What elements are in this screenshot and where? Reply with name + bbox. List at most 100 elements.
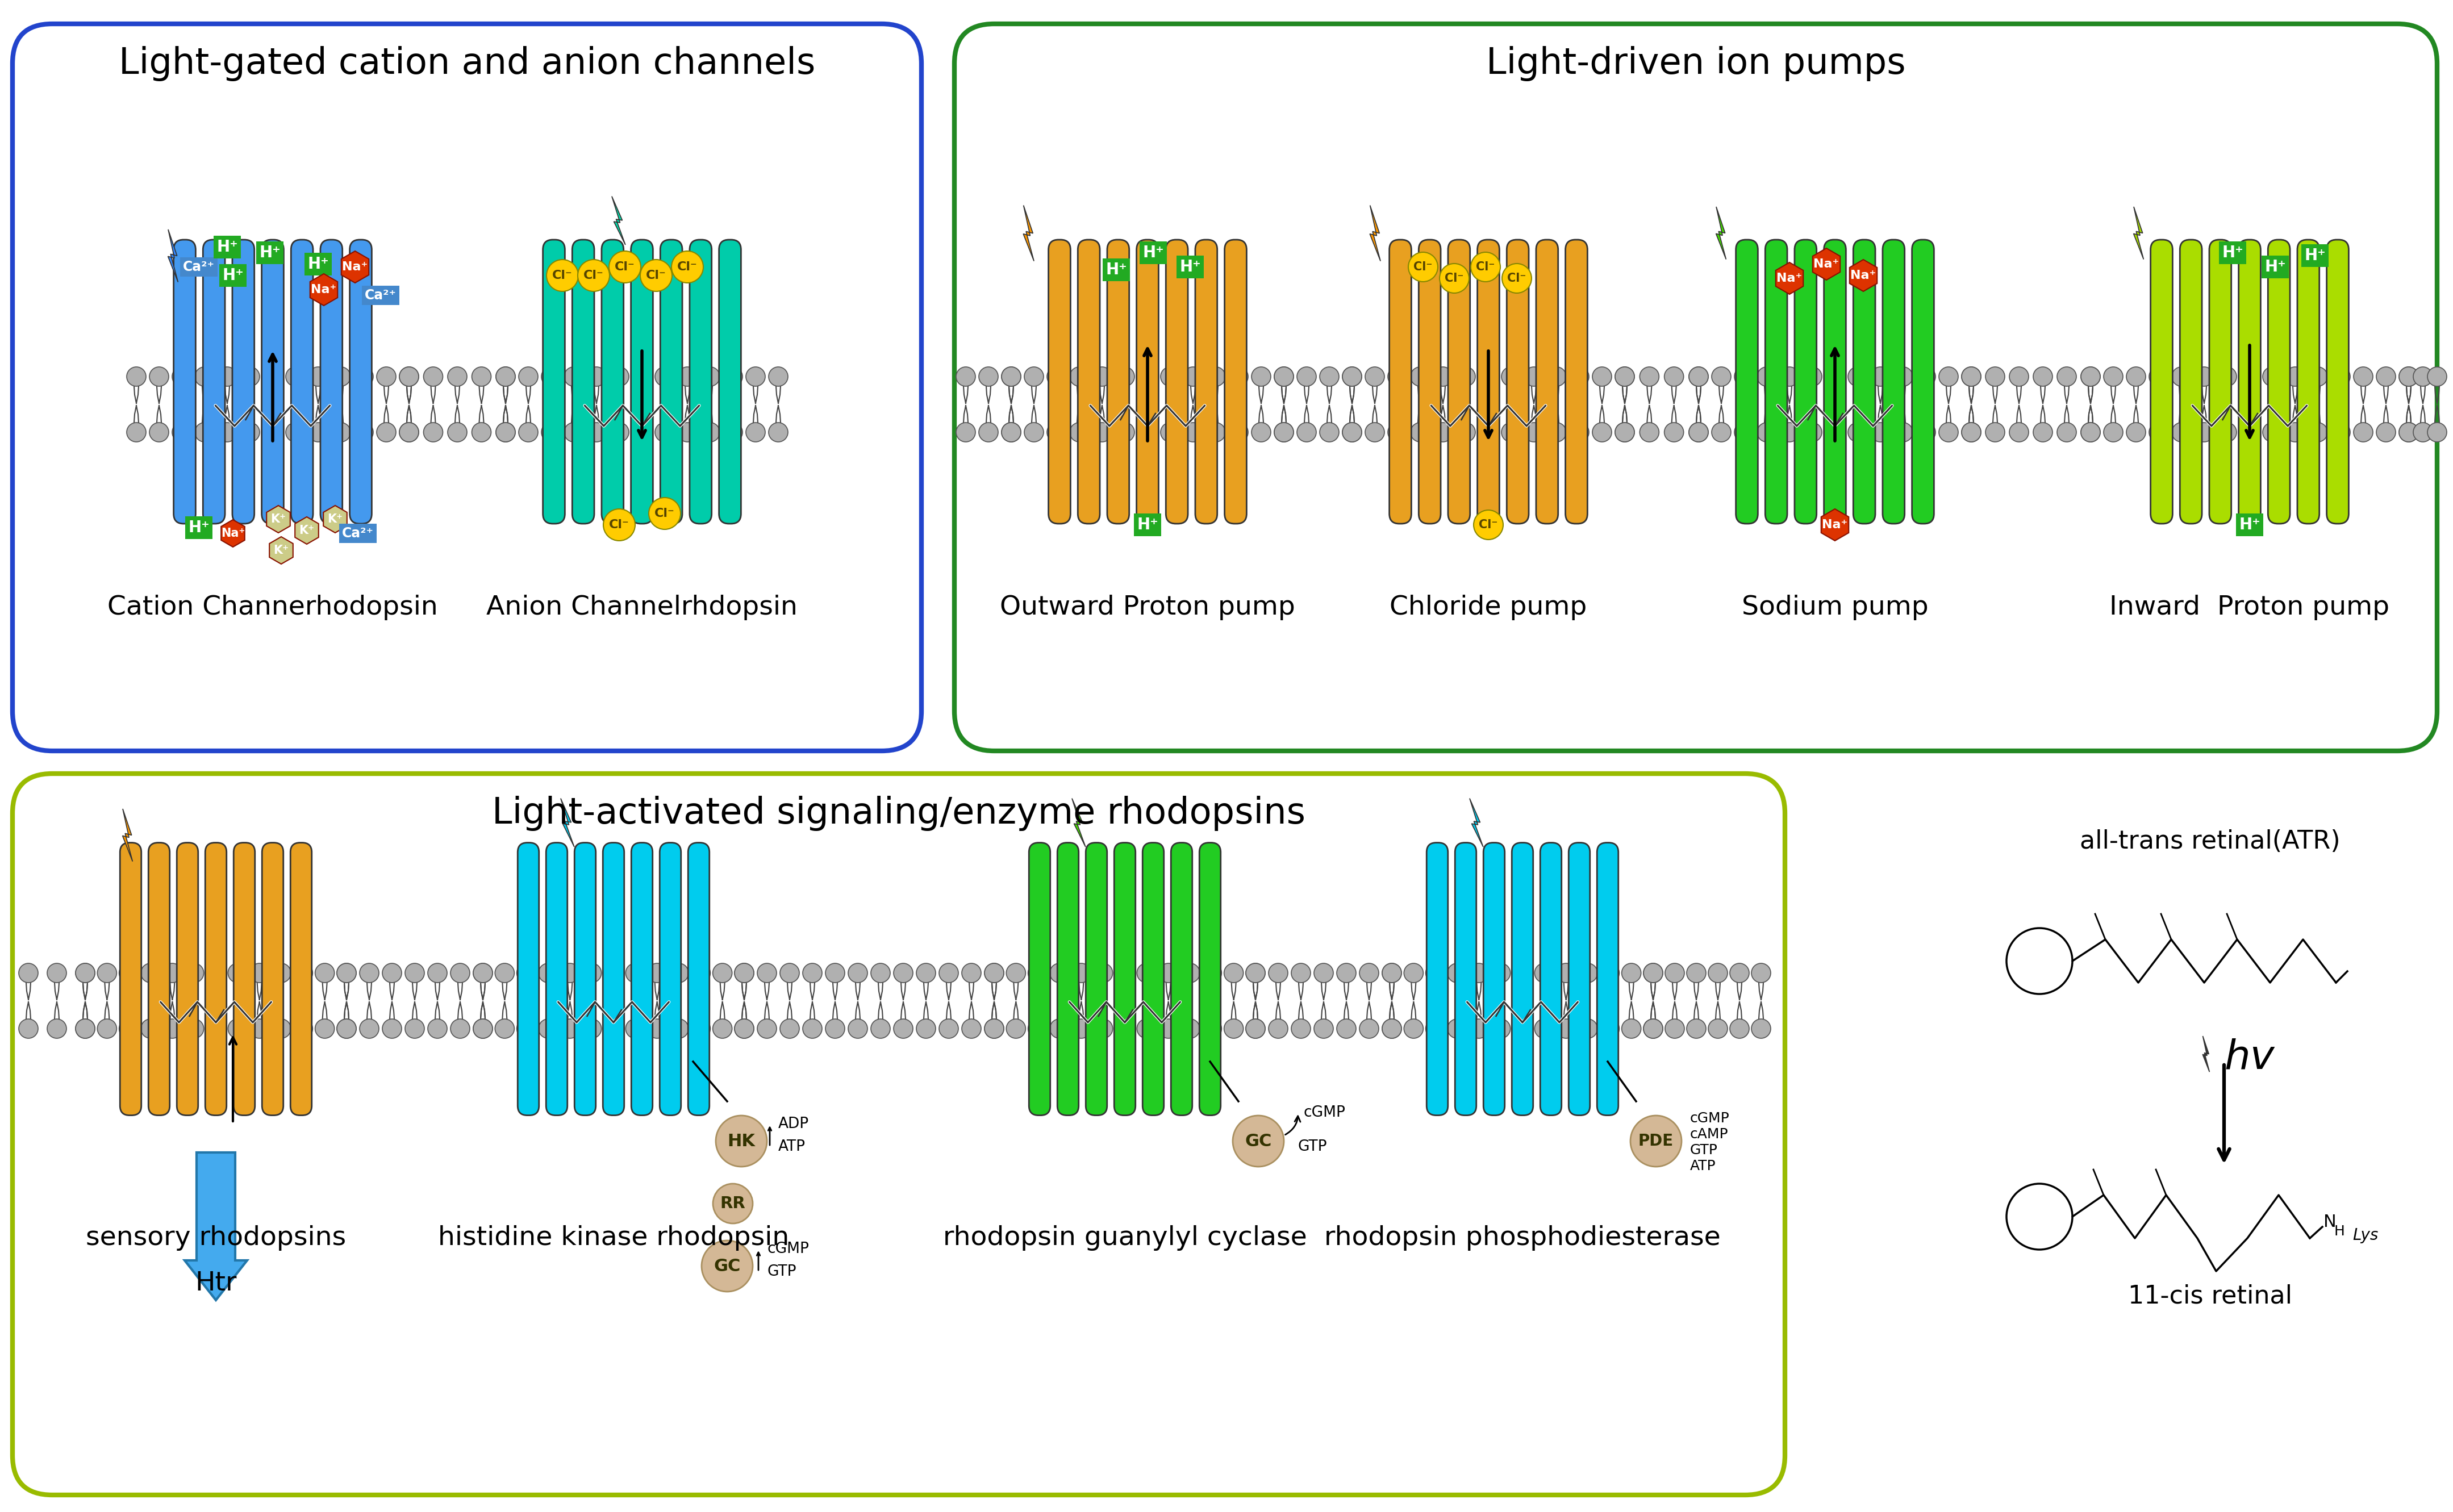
Circle shape (331, 367, 351, 386)
Circle shape (1734, 422, 1754, 442)
Circle shape (184, 1019, 204, 1039)
Circle shape (2262, 422, 2281, 442)
Text: Lys: Lys (2352, 1228, 2379, 1243)
Polygon shape (221, 520, 245, 547)
Text: 11-cis retinal: 11-cis retinal (2127, 1284, 2291, 1308)
Circle shape (2195, 367, 2215, 386)
Circle shape (2428, 367, 2446, 386)
Circle shape (206, 963, 226, 983)
FancyBboxPatch shape (630, 240, 652, 523)
Circle shape (1688, 963, 1705, 983)
FancyBboxPatch shape (2328, 240, 2348, 523)
Circle shape (564, 367, 584, 386)
Circle shape (1025, 422, 1043, 442)
Text: GC: GC (1244, 1132, 1271, 1149)
Circle shape (714, 1019, 731, 1039)
Circle shape (162, 963, 182, 983)
Circle shape (1751, 1019, 1771, 1039)
Circle shape (473, 1019, 493, 1039)
FancyBboxPatch shape (2298, 240, 2321, 523)
Circle shape (603, 510, 635, 541)
Text: Cl⁻: Cl⁻ (1479, 519, 1499, 531)
Text: GC: GC (714, 1258, 741, 1275)
Circle shape (1894, 367, 1913, 386)
Circle shape (2171, 367, 2191, 386)
Circle shape (285, 367, 304, 386)
Circle shape (1447, 963, 1467, 983)
Circle shape (1614, 367, 1634, 386)
Circle shape (1342, 422, 1361, 442)
Circle shape (1182, 367, 1202, 386)
Circle shape (194, 367, 213, 386)
Circle shape (262, 422, 282, 442)
FancyBboxPatch shape (1766, 240, 1788, 523)
Circle shape (473, 963, 493, 983)
Circle shape (1825, 422, 1845, 442)
Circle shape (939, 963, 959, 983)
Circle shape (120, 1019, 137, 1039)
Text: hv: hv (2225, 1039, 2274, 1077)
Text: Light-gated cation and anion channels: Light-gated cation and anion channels (118, 45, 814, 82)
Circle shape (47, 963, 66, 983)
Circle shape (496, 1019, 515, 1039)
Text: Chloride pump: Chloride pump (1391, 594, 1587, 620)
FancyBboxPatch shape (1087, 842, 1106, 1116)
Circle shape (2218, 422, 2237, 442)
Text: Cl⁻: Cl⁻ (1477, 262, 1494, 272)
Circle shape (1751, 963, 1771, 983)
Circle shape (1690, 367, 1707, 386)
Circle shape (1246, 963, 1266, 983)
Circle shape (1803, 422, 1823, 442)
Circle shape (893, 963, 913, 983)
Circle shape (746, 367, 765, 386)
Circle shape (140, 963, 159, 983)
Circle shape (496, 422, 515, 442)
Circle shape (1644, 1019, 1663, 1039)
Circle shape (228, 1019, 248, 1039)
Text: H⁺: H⁺ (223, 268, 243, 283)
Circle shape (1457, 367, 1474, 386)
Circle shape (1734, 367, 1754, 386)
Text: Ca²⁺: Ca²⁺ (341, 526, 373, 540)
Circle shape (206, 1019, 226, 1039)
Circle shape (76, 963, 96, 983)
Circle shape (1229, 367, 1249, 386)
Circle shape (1136, 1019, 1155, 1039)
Circle shape (1138, 422, 1158, 442)
Circle shape (1342, 367, 1361, 386)
Circle shape (603, 1019, 623, 1039)
Circle shape (518, 367, 537, 386)
Circle shape (984, 963, 1003, 983)
Text: rhodopsin phosphodiesterase: rhodopsin phosphodiesterase (1325, 1225, 1720, 1250)
Circle shape (1381, 1019, 1401, 1039)
Circle shape (1158, 1019, 1177, 1039)
Text: H⁺: H⁺ (307, 256, 329, 272)
Circle shape (540, 963, 557, 983)
Circle shape (1825, 367, 1845, 386)
Circle shape (1158, 963, 1177, 983)
Circle shape (361, 963, 378, 983)
Text: Inward  Proton pump: Inward Proton pump (2110, 594, 2389, 620)
Circle shape (1663, 367, 1683, 386)
FancyBboxPatch shape (1540, 842, 1563, 1116)
Circle shape (1639, 367, 1658, 386)
Circle shape (802, 1019, 822, 1039)
Polygon shape (1369, 206, 1381, 262)
Polygon shape (1469, 798, 1484, 847)
FancyBboxPatch shape (1388, 240, 1410, 523)
Circle shape (559, 1019, 579, 1039)
Circle shape (849, 1019, 868, 1039)
Circle shape (250, 1019, 270, 1039)
Circle shape (1246, 1019, 1266, 1039)
Circle shape (1050, 1019, 1070, 1039)
Circle shape (1592, 367, 1612, 386)
Circle shape (692, 963, 711, 983)
Circle shape (1621, 1019, 1641, 1039)
Circle shape (1116, 1019, 1133, 1039)
FancyBboxPatch shape (204, 240, 226, 523)
Circle shape (1491, 1019, 1511, 1039)
Circle shape (2352, 422, 2372, 442)
FancyBboxPatch shape (1195, 240, 1217, 523)
Circle shape (2330, 367, 2350, 386)
Circle shape (150, 367, 169, 386)
